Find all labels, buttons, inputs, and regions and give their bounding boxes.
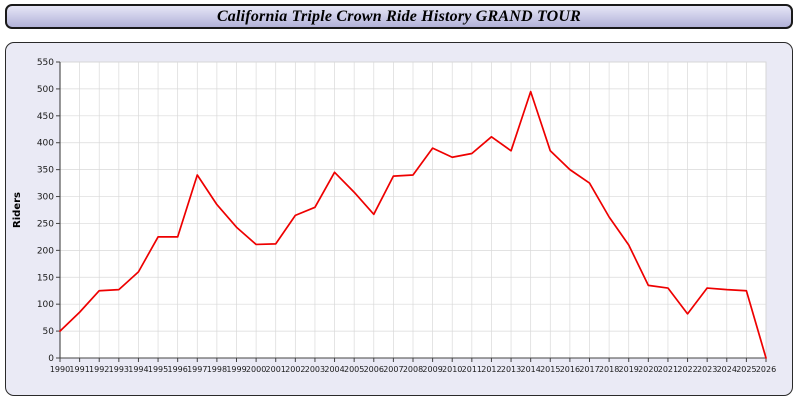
svg-text:2009: 2009 [422, 365, 442, 374]
svg-text:1997: 1997 [187, 365, 207, 374]
svg-text:350: 350 [37, 166, 54, 176]
svg-text:2020: 2020 [638, 365, 658, 374]
svg-text:1993: 1993 [109, 365, 129, 374]
svg-text:2010: 2010 [442, 365, 462, 374]
grid-horizontal [60, 61, 766, 359]
svg-text:1992: 1992 [89, 365, 109, 374]
svg-text:2017: 2017 [579, 365, 599, 374]
chart-title: California Triple Crown Ride History GRA… [216, 7, 582, 25]
svg-text:100: 100 [37, 300, 54, 310]
svg-text:300: 300 [37, 193, 54, 203]
svg-text:50: 50 [43, 327, 55, 337]
svg-text:2016: 2016 [560, 365, 580, 374]
svg-text:1999: 1999 [226, 365, 246, 374]
svg-text:0: 0 [48, 354, 54, 364]
svg-text:2007: 2007 [383, 365, 403, 374]
svg-text:2026: 2026 [756, 365, 776, 374]
svg-text:500: 500 [37, 85, 54, 95]
svg-text:2024: 2024 [717, 365, 737, 374]
svg-text:1998: 1998 [207, 365, 227, 374]
svg-text:2004: 2004 [324, 365, 344, 374]
x-tick-labels: 1990 1991 1992 1993 1994 1995 1996 1997 1998 1999… [50, 358, 776, 374]
svg-text:2013: 2013 [501, 365, 521, 374]
svg-text:2023: 2023 [697, 365, 717, 374]
chart-panel: 0 50 100 150 200 250 300 350 400 450 500 550 1990 199… [5, 42, 793, 396]
svg-text:2003: 2003 [305, 365, 325, 374]
svg-text:2014: 2014 [520, 365, 540, 374]
svg-text:2002: 2002 [285, 365, 305, 374]
y-axis-title: Riders [12, 192, 23, 228]
svg-text:1990: 1990 [50, 365, 70, 374]
svg-text:250: 250 [37, 219, 54, 229]
svg-text:2022: 2022 [677, 365, 697, 374]
svg-text:2011: 2011 [462, 365, 482, 374]
svg-text:2008: 2008 [403, 365, 423, 374]
svg-text:2019: 2019 [619, 365, 639, 374]
svg-text:150: 150 [37, 273, 54, 283]
chart-title-bar: California Triple Crown Ride History GRA… [5, 4, 793, 29]
svg-text:200: 200 [37, 246, 54, 256]
svg-text:1994: 1994 [128, 365, 148, 374]
svg-text:2021: 2021 [658, 365, 678, 374]
svg-text:2005: 2005 [344, 365, 364, 374]
svg-text:2001: 2001 [266, 365, 286, 374]
svg-text:1991: 1991 [69, 365, 89, 374]
svg-text:2000: 2000 [246, 365, 266, 374]
riders-line [59, 90, 767, 359]
svg-text:2018: 2018 [599, 365, 619, 374]
svg-text:2015: 2015 [540, 365, 560, 374]
svg-text:1996: 1996 [167, 365, 187, 374]
y-tick-labels: 0 50 100 150 200 250 300 350 400 450 500 550 [37, 58, 60, 364]
svg-text:1995: 1995 [148, 365, 168, 374]
svg-text:2025: 2025 [736, 365, 756, 374]
svg-text:2006: 2006 [364, 365, 384, 374]
svg-text:550: 550 [37, 58, 54, 68]
svg-text:400: 400 [37, 139, 54, 149]
svg-text:450: 450 [37, 112, 54, 122]
svg-text:2012: 2012 [481, 365, 501, 374]
